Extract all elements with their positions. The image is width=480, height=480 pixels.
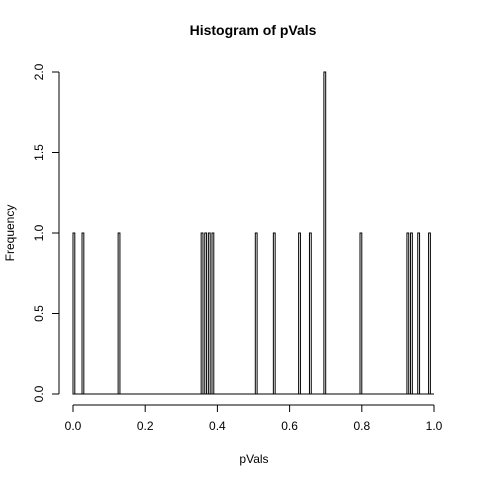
histogram-bar xyxy=(298,232,301,395)
histogram-bar xyxy=(410,232,413,395)
histogram-bar xyxy=(406,232,410,395)
y-tick-label: 0.0 xyxy=(32,385,46,402)
histogram-bar xyxy=(117,232,121,395)
histogram-bar xyxy=(204,232,208,395)
x-tick-label: 0.4 xyxy=(209,419,226,433)
bars-layer xyxy=(72,71,431,395)
histogram-bar xyxy=(417,232,421,395)
histogram-bar xyxy=(200,232,204,395)
x-tick-label: 0.2 xyxy=(137,419,154,433)
histogram-bar xyxy=(272,232,276,395)
x-axis-label: pVals xyxy=(239,452,268,466)
x-tick-label: 0.6 xyxy=(281,419,298,433)
histogram-bar xyxy=(323,71,327,395)
histogram-bar xyxy=(359,232,363,395)
y-axis: 0.0 0.5 1.0 1.5 2.0 xyxy=(32,63,60,402)
x-tick-label: 1.0 xyxy=(426,419,443,433)
histogram-bar xyxy=(81,232,85,395)
y-tick-label: 1.5 xyxy=(32,144,46,161)
histogram-bar xyxy=(72,232,76,395)
histogram-bar xyxy=(207,232,211,395)
histogram-bar xyxy=(308,232,312,395)
histogram-bar xyxy=(428,232,431,395)
y-tick-label: 2.0 xyxy=(32,63,46,80)
chart-title: Histogram of pVals xyxy=(190,22,317,38)
x-tick-label: 0.0 xyxy=(65,419,82,433)
histogram-bar xyxy=(254,232,258,395)
histogram-bar xyxy=(211,232,215,395)
x-tick-label: 0.8 xyxy=(353,419,370,433)
y-axis-label: Frequency xyxy=(3,205,17,262)
y-tick-label: 1.0 xyxy=(32,224,46,241)
y-tick-label: 0.5 xyxy=(32,305,46,322)
x-axis: 0.0 0.2 0.4 0.6 0.8 1.0 xyxy=(65,404,443,433)
